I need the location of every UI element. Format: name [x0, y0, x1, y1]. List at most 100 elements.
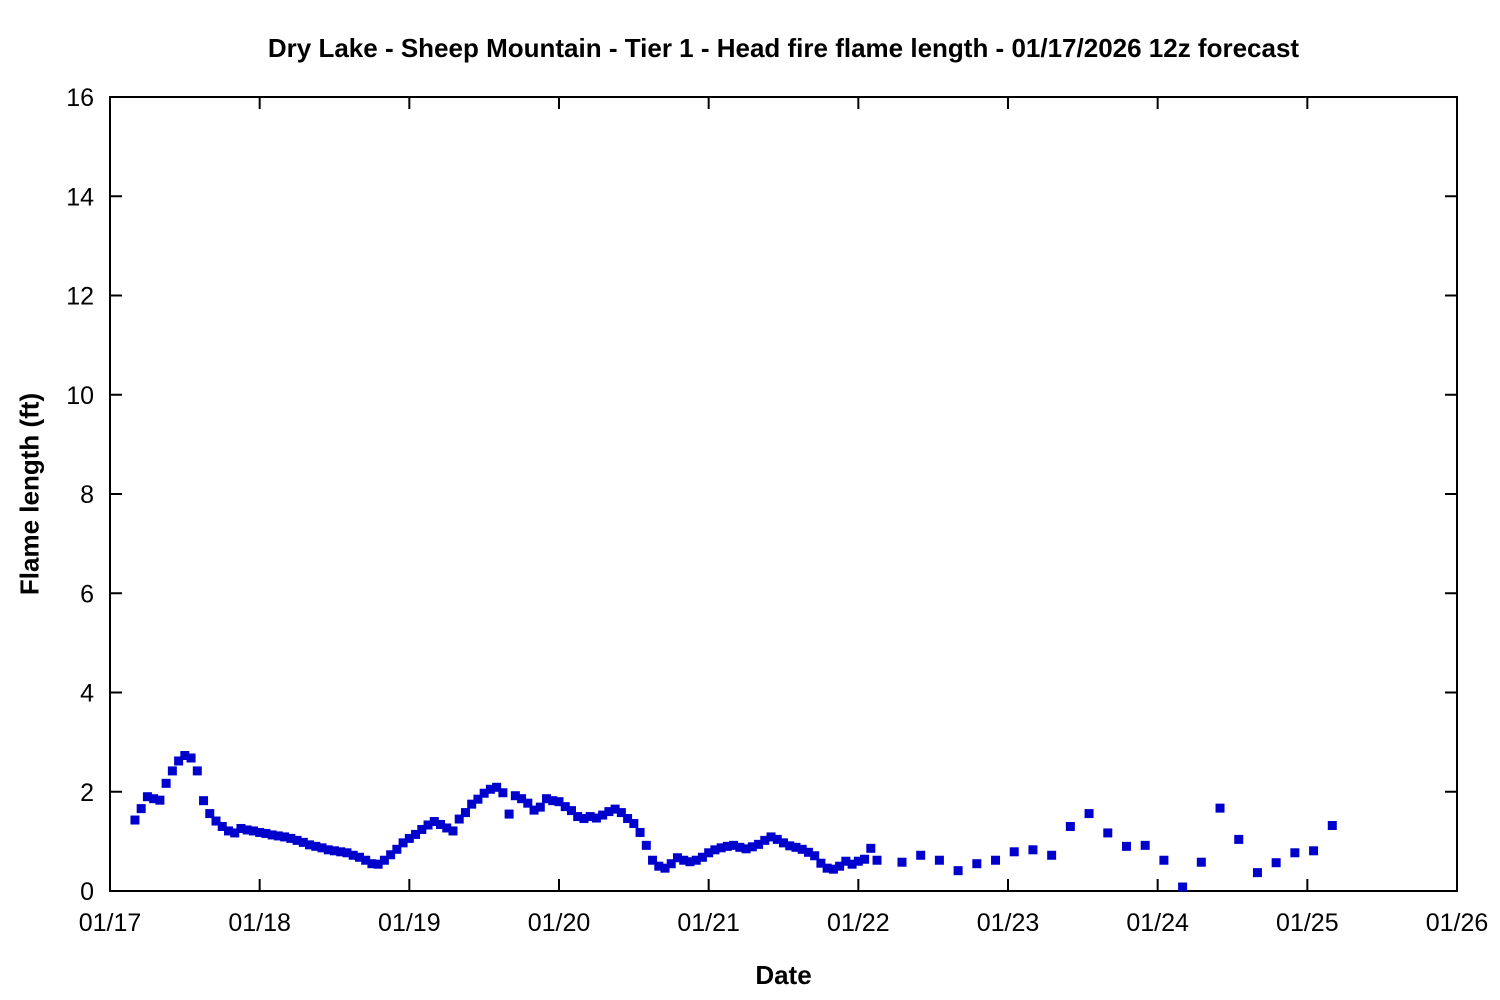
data-point — [860, 854, 870, 864]
data-point — [560, 802, 570, 812]
data-point — [442, 823, 452, 833]
data-point — [797, 844, 807, 854]
data-point — [404, 833, 414, 843]
data-point — [1290, 848, 1300, 858]
data-point — [217, 821, 227, 831]
data-point — [991, 855, 1001, 865]
data-point — [897, 857, 907, 867]
data-point — [816, 858, 826, 868]
x-axis-label: Date — [755, 960, 812, 990]
data-point — [429, 817, 439, 827]
data-point — [367, 859, 377, 869]
y-tick-label: 6 — [80, 580, 94, 608]
data-point — [772, 834, 782, 844]
data-point — [766, 832, 776, 842]
data-point — [716, 843, 726, 853]
data-point — [1309, 846, 1319, 856]
y-tick-label: 2 — [80, 779, 94, 807]
data-point — [417, 824, 427, 834]
data-point — [186, 753, 196, 763]
data-point — [386, 850, 396, 860]
data-point — [972, 859, 982, 869]
data-point — [167, 766, 177, 776]
x-tick-label: 01/21 — [677, 909, 740, 937]
data-point — [747, 842, 757, 852]
data-point — [803, 847, 813, 857]
data-point — [485, 784, 495, 794]
data-point — [180, 751, 190, 761]
x-tick-label: 01/24 — [1126, 909, 1189, 937]
data-point — [1047, 850, 1057, 860]
data-point — [323, 845, 333, 855]
y-axis-label: Flame length (ft) — [14, 392, 45, 596]
data-point — [853, 856, 863, 866]
y-tick-label: 14 — [66, 183, 94, 211]
data-point — [735, 842, 745, 852]
data-point — [591, 813, 601, 823]
data-point — [398, 838, 408, 848]
data-point — [554, 797, 564, 807]
data-point — [330, 846, 339, 856]
data-point — [248, 826, 258, 836]
data-point — [660, 863, 670, 873]
data-point — [423, 820, 433, 830]
data-point — [479, 788, 489, 798]
data-point — [1271, 858, 1281, 868]
data-point — [573, 812, 583, 822]
data-point — [348, 850, 358, 860]
data-point — [1178, 882, 1188, 892]
data-point — [436, 820, 446, 830]
data-point — [392, 844, 402, 854]
data-point — [342, 848, 352, 858]
data-point — [835, 861, 845, 871]
x-tick-label: 01/20 — [528, 909, 591, 937]
data-point — [454, 814, 464, 824]
data-point — [473, 794, 483, 804]
data-point — [866, 843, 876, 853]
data-point — [566, 806, 576, 816]
data-point — [629, 819, 639, 829]
data-point — [448, 826, 458, 836]
x-tick-label: 01/23 — [977, 909, 1040, 937]
data-point — [635, 827, 645, 837]
data-point — [1103, 828, 1113, 838]
data-point — [953, 866, 963, 876]
data-point — [641, 840, 651, 850]
y-tick-label: 10 — [66, 382, 94, 410]
data-point — [548, 796, 558, 806]
x-tick-label: 01/19 — [378, 909, 441, 937]
data-point — [155, 795, 165, 805]
data-point — [373, 859, 383, 869]
data-point — [255, 827, 265, 837]
data-point — [1028, 845, 1038, 855]
data-point — [704, 848, 714, 858]
data-point — [785, 841, 795, 851]
data-point — [1196, 857, 1206, 867]
x-tick-label: 01/22 — [827, 909, 890, 937]
data-point — [1215, 803, 1225, 813]
data-point — [136, 804, 146, 814]
data-point — [510, 791, 520, 801]
data-point — [230, 828, 240, 838]
plot-border — [109, 96, 1458, 892]
data-point — [542, 794, 552, 804]
data-point — [1327, 820, 1337, 830]
data-point — [828, 864, 838, 874]
y-tick-label: 12 — [66, 283, 94, 311]
data-point — [517, 794, 527, 804]
data-point — [722, 841, 732, 851]
data-point — [598, 810, 608, 820]
data-point — [1084, 809, 1094, 819]
data-point — [934, 855, 944, 865]
data-point — [504, 809, 514, 819]
x-tick-label: 01/17 — [79, 909, 142, 937]
data-point — [523, 798, 533, 808]
data-point — [292, 835, 302, 845]
data-point — [199, 796, 209, 806]
data-point — [205, 809, 215, 819]
data-point — [379, 855, 389, 865]
data-point — [691, 855, 701, 865]
data-point — [810, 851, 820, 861]
